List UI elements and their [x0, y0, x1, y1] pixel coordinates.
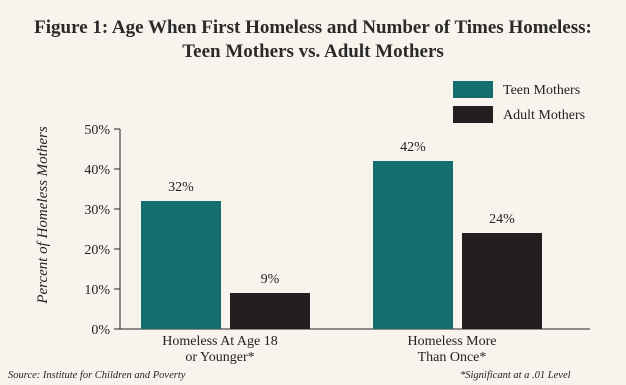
bar-teen-1: [373, 161, 453, 329]
x-category-label: or Younger*: [185, 350, 254, 365]
value-label: 9%: [261, 272, 280, 287]
y-tick-label: 40%: [84, 163, 110, 178]
value-label: 42%: [400, 140, 426, 155]
y-axis-label: Percent of Homeless Mothers: [35, 126, 51, 304]
chart-title: Figure 1: Age When First Homeless and Nu…: [0, 16, 626, 64]
chart-title-line2: Teen Mothers vs. Adult Mothers: [182, 41, 444, 62]
bar-adult-1: [462, 233, 542, 329]
chart-title-line1: Figure 1: Age When First Homeless and Nu…: [34, 17, 592, 38]
y-tick-label: 20%: [84, 243, 110, 258]
legend-swatch-adult: [453, 106, 493, 123]
value-label: 24%: [489, 212, 515, 227]
y-tick-label: 0%: [91, 323, 110, 338]
x-category-label: Homeless More: [407, 334, 496, 349]
y-tick-label: 50%: [84, 123, 110, 138]
bar-teen-0: [141, 201, 221, 329]
legend-label-adult: Adult Mothers: [503, 108, 585, 123]
source-note: Source: Institute for Children and Pover…: [8, 370, 186, 381]
x-category-label: Than Once*: [418, 350, 487, 365]
y-tick-label: 30%: [84, 203, 110, 218]
legend-swatch-teen: [453, 81, 493, 98]
x-category-label: Homeless At Age 18: [162, 334, 278, 349]
legend-label-teen: Teen Mothers: [503, 83, 580, 98]
legend: Teen Mothers Adult Mothers: [453, 81, 585, 123]
bar-adult-0: [230, 293, 310, 329]
value-label: 32%: [168, 180, 194, 195]
y-tick-label: 10%: [84, 283, 110, 298]
significance-note: *Significant at a .01 Level: [460, 370, 571, 381]
